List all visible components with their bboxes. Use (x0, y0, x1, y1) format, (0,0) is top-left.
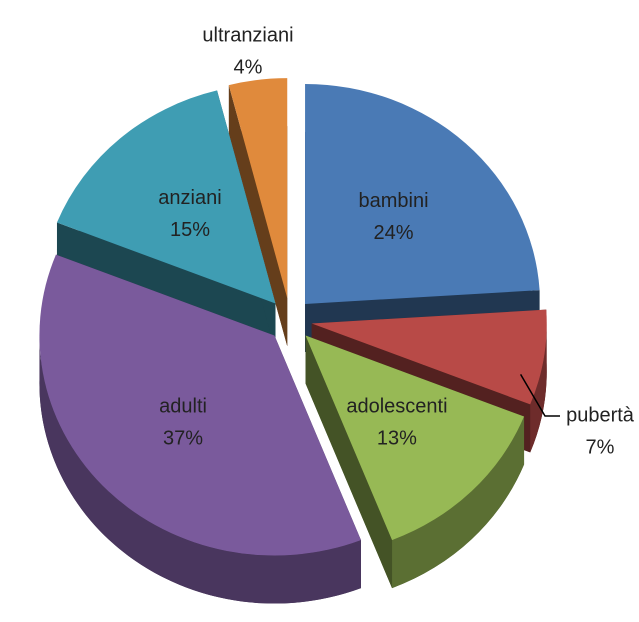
value-label: 24% (374, 222, 414, 244)
value-label: 4% (234, 56, 263, 78)
category-label: pubertà (566, 404, 635, 426)
slice (305, 335, 525, 589)
slice-side (392, 416, 525, 589)
category-label: adulti (159, 395, 207, 417)
value-label: 37% (163, 427, 203, 449)
slice (228, 78, 288, 347)
value-label: 15% (170, 219, 210, 241)
category-label: bambini (359, 190, 429, 212)
slice-side (39, 335, 361, 604)
slice-top (311, 309, 547, 405)
slice-top (305, 335, 525, 541)
category-label: anziani (158, 187, 221, 209)
slice (305, 83, 540, 352)
slice-top (228, 78, 288, 299)
value-label: 7% (586, 436, 615, 458)
slice-wall (228, 85, 288, 347)
slice-top (305, 83, 540, 304)
slice-top (39, 254, 361, 556)
value-label: 13% (377, 427, 417, 449)
slice-side (530, 323, 547, 453)
category-label: adolescenti (346, 395, 447, 417)
slice-wall (305, 335, 393, 589)
slice (39, 254, 361, 604)
category-label: ultranziani (202, 24, 293, 46)
slice-top (56, 90, 276, 304)
leader-line (519, 374, 560, 417)
